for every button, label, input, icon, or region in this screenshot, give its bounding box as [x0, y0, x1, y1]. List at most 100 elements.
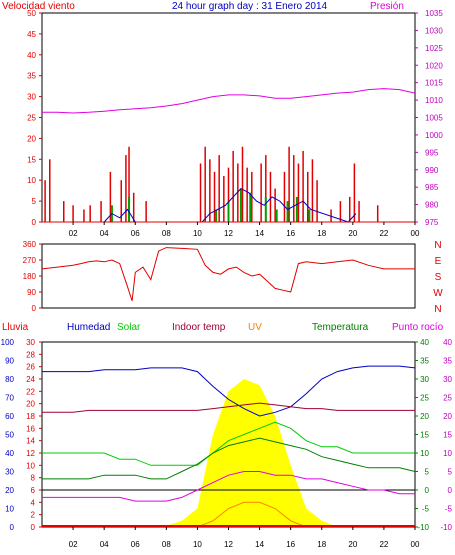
direction-y-tick-label: 0 — [32, 304, 37, 313]
humidity-y-tick-label: 40 — [5, 449, 14, 458]
rain-y-tick-label: 14 — [26, 437, 35, 446]
pressure-y-tick-label: 1015 — [425, 79, 443, 88]
wind-y-tick-label: 35 — [27, 72, 36, 81]
temp-y-tick-label: 20 — [420, 412, 429, 421]
wind-average-line — [103, 187, 357, 223]
wind-y-tick-label: 45 — [27, 30, 36, 39]
wind-y-tick-label: 40 — [27, 51, 36, 60]
dew-y-tick-label: 40 — [443, 338, 452, 347]
pressure-y-tick-label: 980 — [425, 201, 439, 210]
weather-x-tick-label: 18 — [317, 540, 326, 549]
wind-x-tick-label: 12 — [224, 229, 233, 238]
solar-label: Solar — [117, 322, 141, 333]
rain-y-tick-label: 10 — [26, 461, 35, 470]
wind-x-tick-label: 10 — [193, 229, 202, 238]
rain-y-tick-label: 24 — [26, 375, 35, 384]
rain-y-tick-label: 30 — [26, 338, 35, 347]
dew-y-tick-label: 0 — [448, 486, 453, 495]
weather-x-tick-label: 16 — [286, 540, 295, 549]
wind-x-tick-label: 00 — [411, 229, 420, 238]
rain-y-tick-label: 2 — [31, 511, 36, 520]
direction-y-tick-label: 270 — [23, 256, 37, 265]
rain-y-tick-label: 0 — [31, 523, 36, 532]
pressure-y-tick-label: 1020 — [425, 61, 443, 70]
dew-y-tick-label: 20 — [443, 412, 452, 421]
indoor-temp-line — [42, 402, 415, 413]
pressure-y-tick-label: 985 — [425, 183, 439, 192]
temp-y-tick-label: -5 — [422, 505, 430, 514]
direction-y-tick-label: 90 — [27, 288, 36, 297]
weather-x-tick-label: 14 — [255, 540, 264, 549]
solar-line — [42, 421, 415, 466]
temp-y-tick-label: 0 — [425, 486, 430, 495]
wind-y-tick-label: 20 — [27, 134, 36, 143]
wind-y-tick-label: 5 — [32, 197, 37, 206]
pressure-y-tick-label: 1005 — [425, 114, 443, 123]
humidity-y-tick-label: 10 — [5, 505, 14, 514]
dew-y-tick-label: 15 — [443, 431, 452, 440]
humidity-y-tick-label: 90 — [5, 357, 14, 366]
compass-label: E — [435, 256, 442, 267]
humidity-y-tick-label: 60 — [5, 412, 14, 421]
wind-pressure-panel: 0510152025303540455097598098599099510001… — [27, 9, 443, 238]
wind-y-tick-label: 50 — [27, 9, 36, 18]
temperature-label: Temperatura — [312, 322, 369, 333]
humidity-y-tick-label: 70 — [5, 394, 14, 403]
wind-x-tick-label: 02 — [69, 229, 78, 238]
temp-y-tick-label: 10 — [420, 449, 429, 458]
pressure-y-tick-label: 1010 — [425, 96, 443, 105]
compass-label: S — [435, 272, 442, 283]
weather-x-tick-label: 22 — [379, 540, 388, 549]
wind-y-tick-label: 10 — [27, 176, 36, 185]
direction-plot-frame — [41, 243, 416, 309]
weather-x-tick-label: 10 — [193, 540, 202, 549]
pressure-y-tick-label: 995 — [425, 148, 439, 157]
dew-y-tick-label: -10 — [440, 523, 452, 532]
compass-label: N — [434, 304, 441, 315]
weather-x-tick-label: 00 — [411, 540, 420, 549]
rain-y-tick-label: 6 — [31, 486, 36, 495]
pressure-y-tick-label: 1030 — [425, 26, 443, 35]
rain-y-tick-label: 4 — [31, 498, 36, 507]
humidity-y-tick-label: 30 — [5, 468, 14, 477]
rain-y-tick-label: 8 — [31, 474, 36, 483]
rain-y-tick-label: 16 — [26, 424, 35, 433]
dew-y-tick-label: 25 — [443, 394, 452, 403]
chart-title: 24 hour graph day : 31 Enero 2014 — [172, 1, 328, 12]
weather-x-tick-label: 12 — [224, 540, 233, 549]
rain-y-tick-label: 18 — [26, 412, 35, 421]
wind-x-tick-label: 16 — [286, 229, 295, 238]
weather-multi-panel: 0102030405060708090100024681012141618202… — [1, 338, 453, 549]
wind-y-tick-label: 25 — [27, 114, 36, 123]
wind-x-tick-label: 20 — [348, 229, 357, 238]
wind-direction-line — [41, 247, 415, 302]
temperature-line — [42, 437, 416, 480]
temp-y-tick-label: 5 — [425, 468, 430, 477]
wind-x-tick-label: 18 — [317, 229, 326, 238]
humidity-y-tick-label: 80 — [5, 375, 14, 384]
wind-x-tick-label: 14 — [255, 229, 264, 238]
dew-y-tick-label: 5 — [448, 468, 453, 477]
weather-x-tick-label: 08 — [162, 540, 171, 549]
pressure-y-tick-label: 1000 — [425, 131, 443, 140]
humidity-y-tick-label: 20 — [5, 486, 14, 495]
pressure-title: Presión — [370, 1, 404, 12]
pressure-y-tick-label: 1025 — [425, 44, 443, 53]
weather-x-tick-label: 06 — [131, 540, 140, 549]
temp-y-tick-label: 15 — [420, 431, 429, 440]
rain-y-tick-label: 22 — [26, 387, 35, 396]
temp-y-tick-label: 25 — [420, 394, 429, 403]
pressure-y-tick-label: 975 — [425, 218, 439, 227]
indoor-temp-label: Indoor temp — [172, 322, 226, 333]
weather-x-tick-label: 20 — [348, 540, 357, 549]
wind-y-tick-label: 0 — [32, 218, 37, 227]
rain-y-tick-label: 12 — [26, 449, 35, 458]
dew-point-line — [42, 471, 415, 502]
direction-y-tick-label: 360 — [23, 240, 37, 249]
rain-y-tick-label: 20 — [26, 400, 35, 409]
temp-y-tick-label: 40 — [420, 338, 429, 347]
dew-point-label: Punto rocío — [392, 322, 444, 333]
wind-y-tick-label: 30 — [27, 93, 36, 102]
